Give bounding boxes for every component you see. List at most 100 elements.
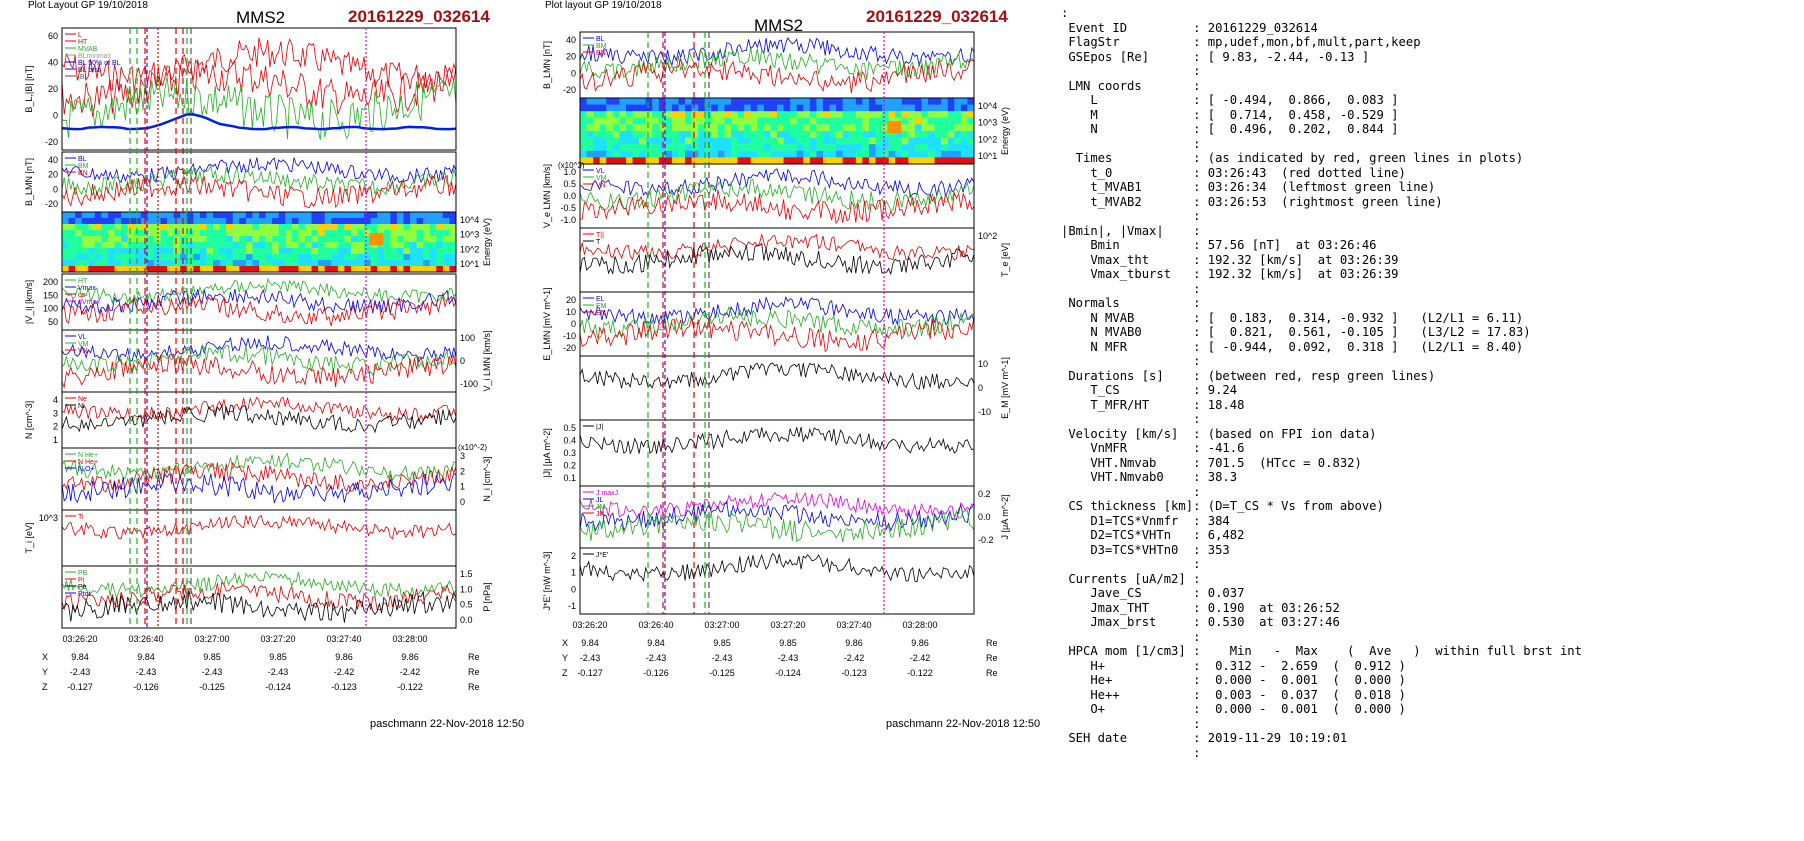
spectrogram-cell (410, 260, 418, 267)
spectrogram-cell (186, 248, 194, 255)
spectrogram-cell (855, 104, 863, 112)
spectrogram-cell (593, 157, 601, 165)
spectrogram-cell (816, 157, 824, 165)
spectrogram-cell (331, 254, 339, 261)
spectrogram-cell (186, 212, 194, 219)
spectrogram-cell (252, 254, 260, 261)
spectrogram-cell (921, 111, 929, 119)
spectrogram-cell (127, 260, 135, 267)
spectrogram-cell (285, 218, 293, 225)
y-tick-label: 0.4 (563, 436, 576, 446)
spectrogram-cell (147, 218, 155, 225)
spectrogram-cell (180, 254, 188, 261)
spectrogram-cell (750, 131, 758, 139)
spectrogram-cell (868, 111, 876, 119)
spectrogram-cell (75, 242, 83, 249)
spectrogram-cell (737, 144, 745, 152)
spectrogram-cell (763, 150, 771, 158)
spectrogram-cell (88, 260, 96, 267)
spectrogram-cell (599, 137, 607, 145)
position-value: 9.84 (647, 638, 665, 648)
panel-frame (579, 227, 975, 293)
spectrogram-cell (121, 236, 129, 243)
spectrogram-cell (744, 131, 752, 139)
y-tick-label: 20 (48, 84, 58, 94)
spectrogram-cell (829, 124, 837, 132)
spectrogram-cell (796, 144, 804, 152)
spectrogram-cell (586, 98, 594, 106)
spectrogram-cell (81, 224, 89, 231)
spectrogram-cell (842, 98, 850, 106)
spectrogram-cell (829, 98, 837, 106)
series-line (61, 75, 457, 140)
spectrogram-cell (193, 224, 201, 231)
position-value: 9.85 (779, 638, 797, 648)
spectrogram-cell (908, 111, 916, 119)
spectrogram-cell (757, 157, 765, 165)
spectrogram-cell (691, 157, 699, 165)
spectrogram-cell (652, 98, 660, 106)
spectrogram-cell (678, 104, 686, 112)
spectrogram-cell (882, 117, 890, 125)
legend-entry: BLminmax (78, 53, 112, 60)
spectrogram-cell (744, 144, 752, 152)
spectrogram-cell (88, 230, 96, 237)
spectrogram-cell (377, 260, 385, 267)
spectrogram-cell (757, 104, 765, 112)
spectrogram-cell (383, 266, 391, 273)
spectrogram-cell (901, 131, 909, 139)
spectrogram-cell (390, 260, 398, 267)
position-unit: Re (986, 668, 998, 678)
spectrogram-cell (423, 212, 431, 219)
spectrogram-cell (94, 254, 102, 261)
spectrogram-cell (731, 157, 739, 165)
spectrogram-cell (954, 104, 962, 112)
spectrogram-cell (206, 236, 214, 243)
spectrogram-cell (252, 224, 260, 231)
spectrogram-cell (868, 137, 876, 145)
spectrogram-cell (226, 236, 234, 243)
spectrogram-cell (599, 124, 607, 132)
spectrogram-cell (232, 218, 240, 225)
spectrogram-cell (895, 150, 903, 158)
spectrogram-cell (836, 124, 844, 132)
spectrogram-cell (928, 144, 936, 152)
legend-entry: JL (596, 497, 604, 504)
spectrogram-cell (809, 137, 817, 145)
spectrogram-cell (941, 98, 949, 106)
spectrogram-cell (160, 266, 168, 273)
position-value: -0.125 (709, 668, 735, 678)
spectrogram-cell (717, 124, 725, 132)
spectrogram-cell (350, 218, 358, 225)
spectrogram-cell (68, 212, 76, 219)
legend-entry: JN (596, 511, 605, 518)
spectrogram-cell (311, 212, 319, 219)
spectrogram-cell (219, 254, 227, 261)
spectrogram-cell (344, 236, 352, 243)
spectrogram-cell (967, 124, 975, 132)
spectrogram-cell (239, 266, 247, 273)
spectrogram-cell (101, 242, 109, 249)
spectrogram-cell (370, 242, 378, 249)
series-line (61, 403, 457, 434)
spectrogram-cell (934, 98, 942, 106)
spectrogram-cell (908, 131, 916, 139)
spectrogram-cell (809, 131, 817, 139)
panel-frame (61, 211, 457, 273)
spectrogram-cell (403, 242, 411, 249)
spectrogram-cell (796, 117, 804, 125)
spectrogram-cell (809, 157, 817, 165)
spectrogram-cell (678, 117, 686, 125)
spectrogram-cell (186, 266, 194, 273)
spectrogram-cell (107, 230, 116, 237)
legend-entry: |J| (596, 424, 603, 431)
spectrogram-cell (403, 224, 411, 231)
spectrogram-cell (921, 157, 929, 165)
spectrogram-cell (121, 242, 129, 249)
spectrogram-cell (304, 236, 313, 243)
spectrogram-cell (868, 157, 876, 165)
spectrogram-cell (88, 254, 96, 261)
spectrogram-cell (259, 236, 267, 243)
spectrogram-cell (396, 266, 404, 273)
